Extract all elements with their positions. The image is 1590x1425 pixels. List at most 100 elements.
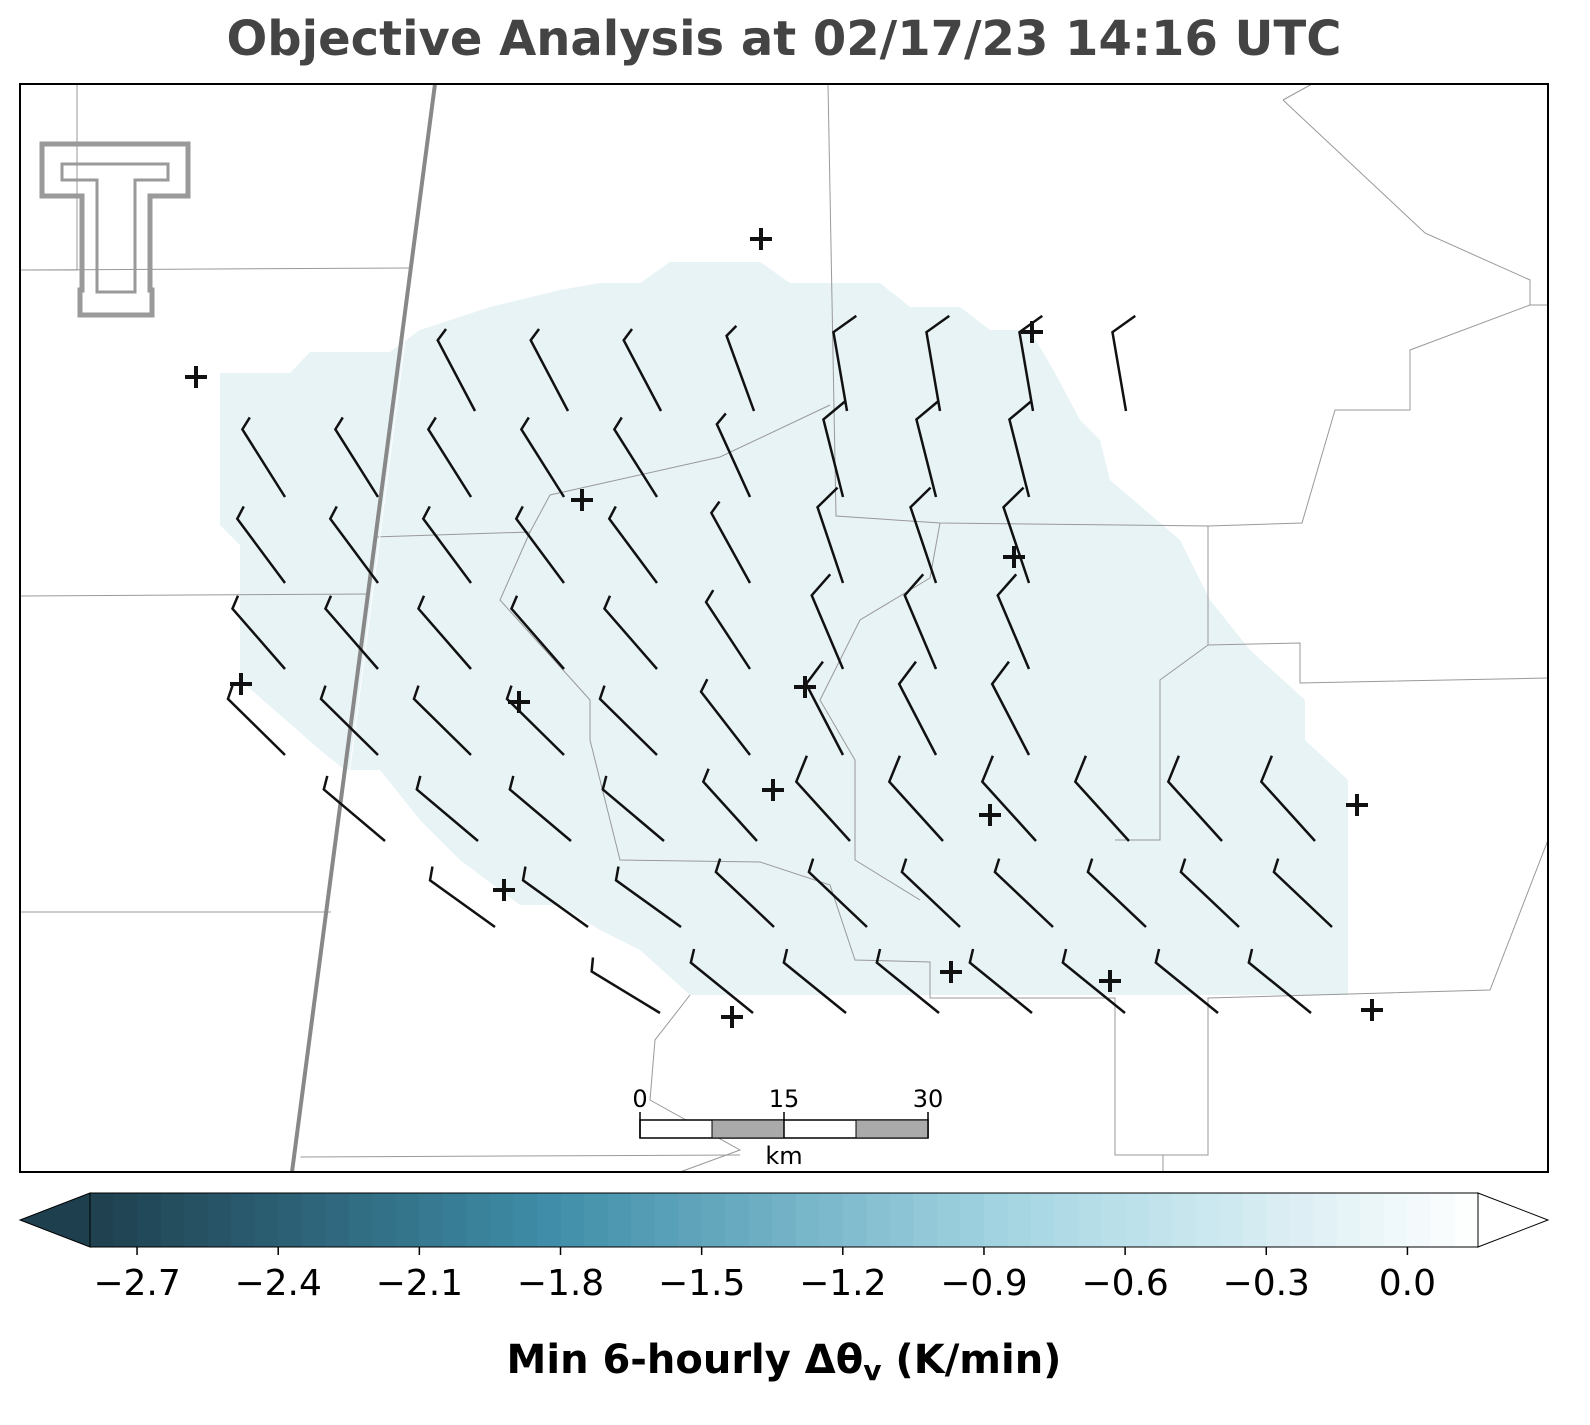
wind-barb xyxy=(614,866,682,929)
colorbar-level xyxy=(1031,1193,1056,1247)
wind-barb xyxy=(996,573,1031,670)
wind-barb xyxy=(333,416,380,498)
station-marker xyxy=(940,961,962,983)
colorbar-level xyxy=(866,1193,891,1247)
colorbar-level xyxy=(748,1193,773,1247)
colorbar-level xyxy=(936,1193,961,1247)
wind-barb xyxy=(990,660,1031,756)
wind-barb xyxy=(993,858,1054,928)
colorbar-level xyxy=(607,1193,632,1247)
colorbar-level xyxy=(819,1193,844,1247)
wind-barb xyxy=(1154,948,1219,1014)
colorbar-level xyxy=(113,1193,138,1247)
wind-barb xyxy=(412,685,472,756)
map: km 0 15 30 xyxy=(19,83,1549,1173)
colorbar-level xyxy=(1125,1193,1150,1247)
wind-barb xyxy=(925,314,950,412)
station-marker xyxy=(1021,321,1043,343)
colorbar-level xyxy=(560,1193,585,1247)
colorbar-level xyxy=(513,1193,538,1247)
colorbar-tick-label: −1.2 xyxy=(799,1263,886,1304)
colorbar-level xyxy=(725,1193,750,1247)
colorbar-extend-high xyxy=(1477,1192,1550,1248)
state-border xyxy=(297,83,439,1173)
scale-unit: km xyxy=(765,1142,802,1170)
colorbar-level xyxy=(395,1193,420,1247)
wind-barb xyxy=(816,486,845,584)
colorbar-level xyxy=(772,1193,797,1247)
colorbar-level xyxy=(301,1193,326,1247)
wind-barb xyxy=(1073,755,1130,842)
wind-barb xyxy=(231,595,286,670)
colorbar: −2.7 −2.4 −2.1 −1.8 −1.5 −1.2 −0.9 −0.6 −0.3 0.0 xyxy=(18,1192,1550,1304)
colorbar-level xyxy=(701,1193,726,1247)
wind-barb xyxy=(832,314,857,412)
stations xyxy=(185,228,1383,1028)
wind-barb xyxy=(903,573,938,670)
wind-barb xyxy=(226,685,286,756)
colorbar-level xyxy=(983,1193,1008,1247)
colorbar-tick-label: 0.0 xyxy=(1379,1263,1436,1304)
wind-barb xyxy=(1008,400,1032,498)
wind-barb xyxy=(415,775,479,842)
colorbar-level xyxy=(1148,1193,1173,1247)
colorbar-level xyxy=(254,1193,279,1247)
colorbar-level xyxy=(1407,1193,1432,1247)
colorbar-level xyxy=(536,1193,562,1247)
wind-barbs xyxy=(226,314,1333,1015)
wind-barb xyxy=(603,595,658,670)
wind-barb xyxy=(968,948,1033,1014)
colorbar-extend-low xyxy=(18,1192,91,1248)
wind-barb xyxy=(1061,948,1126,1014)
station-marker xyxy=(794,676,816,698)
wind-barb xyxy=(622,328,663,412)
colorbar-level xyxy=(231,1193,256,1247)
label-suffix: (K/min) xyxy=(881,1337,1061,1383)
colorbar-level xyxy=(1289,1193,1314,1247)
boundaries xyxy=(19,83,1549,1173)
colorbar-tick-label: −2.7 xyxy=(93,1263,180,1304)
scale-bar-segment xyxy=(711,1119,785,1139)
scale-tick-label: 30 xyxy=(913,1085,944,1113)
wind-barb xyxy=(1166,755,1223,842)
colorbar-level xyxy=(960,1193,985,1247)
colorbar-level xyxy=(1266,1193,1291,1247)
wind-barb xyxy=(612,416,659,498)
wind-barb xyxy=(436,328,477,412)
station-marker xyxy=(571,489,593,511)
colorbar-level xyxy=(207,1193,232,1247)
wind-barb xyxy=(1272,858,1333,928)
station-marker xyxy=(762,779,784,801)
wind-barb xyxy=(875,948,940,1014)
station-marker xyxy=(230,673,252,695)
colorbar-tick-label: −1.5 xyxy=(658,1263,745,1304)
colorbar-level xyxy=(1430,1193,1455,1247)
colorbar-level xyxy=(137,1193,162,1247)
wind-barb xyxy=(915,400,939,498)
wind-barb xyxy=(1259,755,1316,842)
station-marker xyxy=(979,804,1001,826)
colorbar-level xyxy=(372,1193,397,1247)
wind-barb xyxy=(782,948,847,1014)
logo xyxy=(39,141,191,318)
wind-barb xyxy=(324,595,379,670)
wind-barb xyxy=(807,858,868,928)
wind-barb xyxy=(1179,858,1240,928)
station-marker xyxy=(1003,546,1025,568)
map-frame xyxy=(19,83,1549,1173)
wind-barb xyxy=(980,755,1037,842)
colorbar-level xyxy=(678,1193,703,1247)
wind-barb xyxy=(715,412,752,498)
colorbar-level xyxy=(654,1193,679,1247)
title: Objective Analysis at 02/17/23 14:16 UTC xyxy=(227,11,1342,67)
wind-barb xyxy=(725,324,756,412)
colorbar-level xyxy=(1454,1193,1479,1247)
wind-barb xyxy=(822,400,846,498)
colorbar-tick-label: −0.9 xyxy=(940,1263,1027,1304)
label-subscript: v xyxy=(863,1354,881,1387)
wind-barb xyxy=(529,328,570,412)
wind-barb xyxy=(428,866,496,929)
wind-barb xyxy=(601,775,665,842)
wind-barb xyxy=(590,957,661,1015)
wind-barb xyxy=(519,416,566,498)
